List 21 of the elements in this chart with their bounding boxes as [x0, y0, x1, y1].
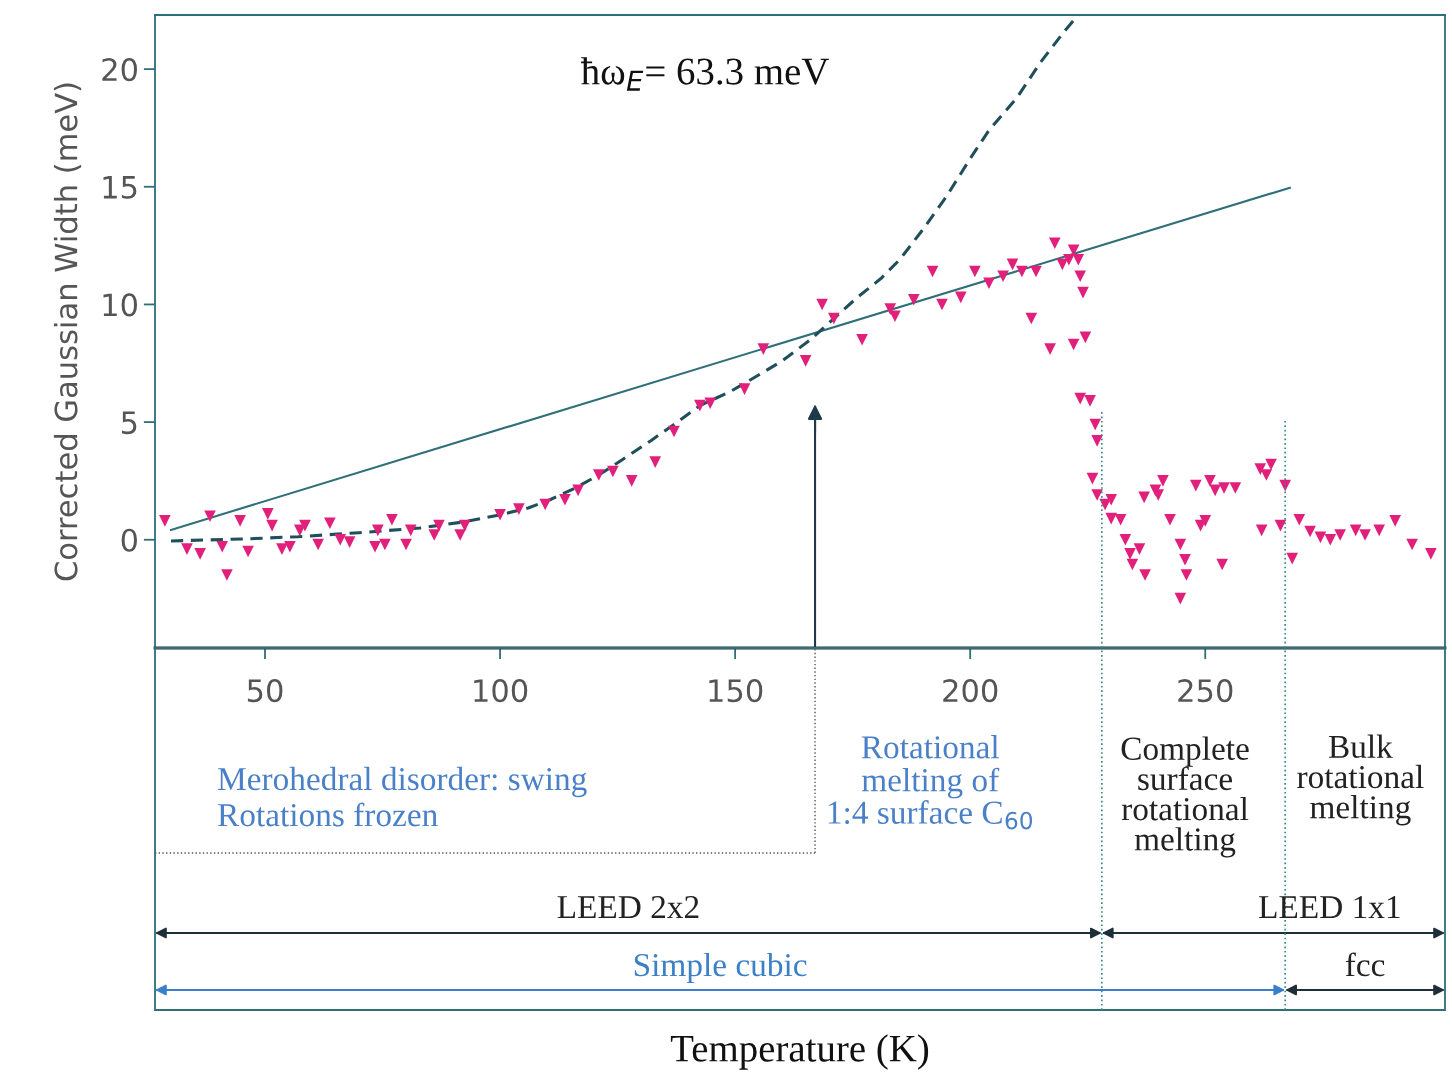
y-tick-label: 0	[121, 528, 137, 552]
text: Merohedral disorder: swing Rotations frozen	[218, 766, 587, 827]
text: Temperature (K)	[670, 1034, 929, 1070]
text: LEED 1x1	[1259, 896, 1400, 919]
y-tick-label: 5	[121, 411, 137, 435]
y-tick-label: 15	[103, 176, 137, 199]
y-tick-label: 20	[102, 58, 137, 82]
text: fcc	[1345, 952, 1385, 977]
annotation: ħω$_{E}$= 63.3 meV	[581, 57, 829, 91]
x-tick-label: 200	[943, 679, 998, 703]
text: Bulk rotational melting	[1297, 734, 1424, 826]
text: Simple cubic	[634, 952, 807, 984]
x-tick-label: 250	[1178, 679, 1233, 703]
y-axis-title: Corrected Gaussian Width (meV)	[53, 83, 82, 581]
x-tick-label: 100	[474, 679, 528, 703]
text: LEED 2x2	[557, 895, 699, 919]
text: Complete surface rotational melting	[1121, 736, 1249, 858]
y-tick-label: 10	[103, 293, 137, 317]
text: Rotational melting of 1:4 surface C$_{60}$	[828, 735, 1033, 830]
x-tick-label: 50	[247, 679, 283, 703]
x-tick-label: 150	[709, 679, 763, 703]
